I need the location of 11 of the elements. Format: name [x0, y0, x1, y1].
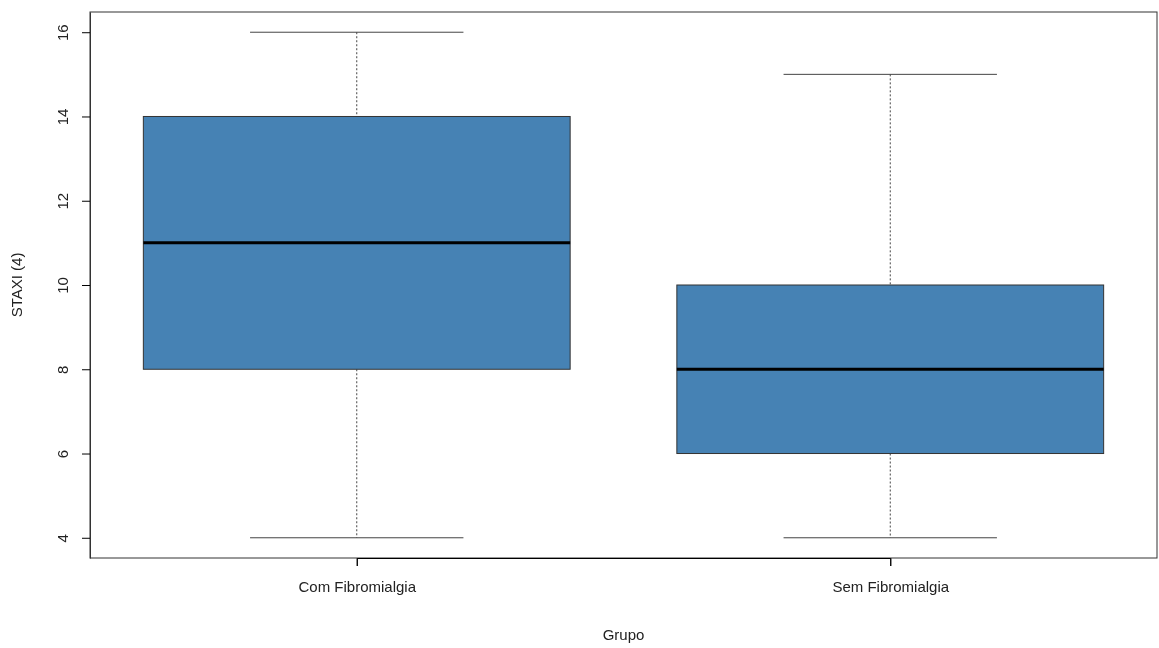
y-tick-label: 10	[54, 277, 71, 294]
y-tick-label: 14	[54, 108, 71, 126]
x-tick-label: Sem Fibromialgia	[832, 577, 950, 595]
y-tick-label: 8	[54, 365, 71, 374]
y-tick-label: 16	[54, 24, 71, 42]
x-axis-title: Grupo	[602, 626, 645, 643]
y-tick-label: 6	[54, 449, 71, 459]
x-tick-label: Com Fibromialgia	[298, 577, 417, 595]
y-tick-label: 12	[54, 192, 71, 210]
y-axis-title: STAXI (4)	[8, 252, 25, 318]
y-tick-label: 4	[54, 534, 71, 543]
